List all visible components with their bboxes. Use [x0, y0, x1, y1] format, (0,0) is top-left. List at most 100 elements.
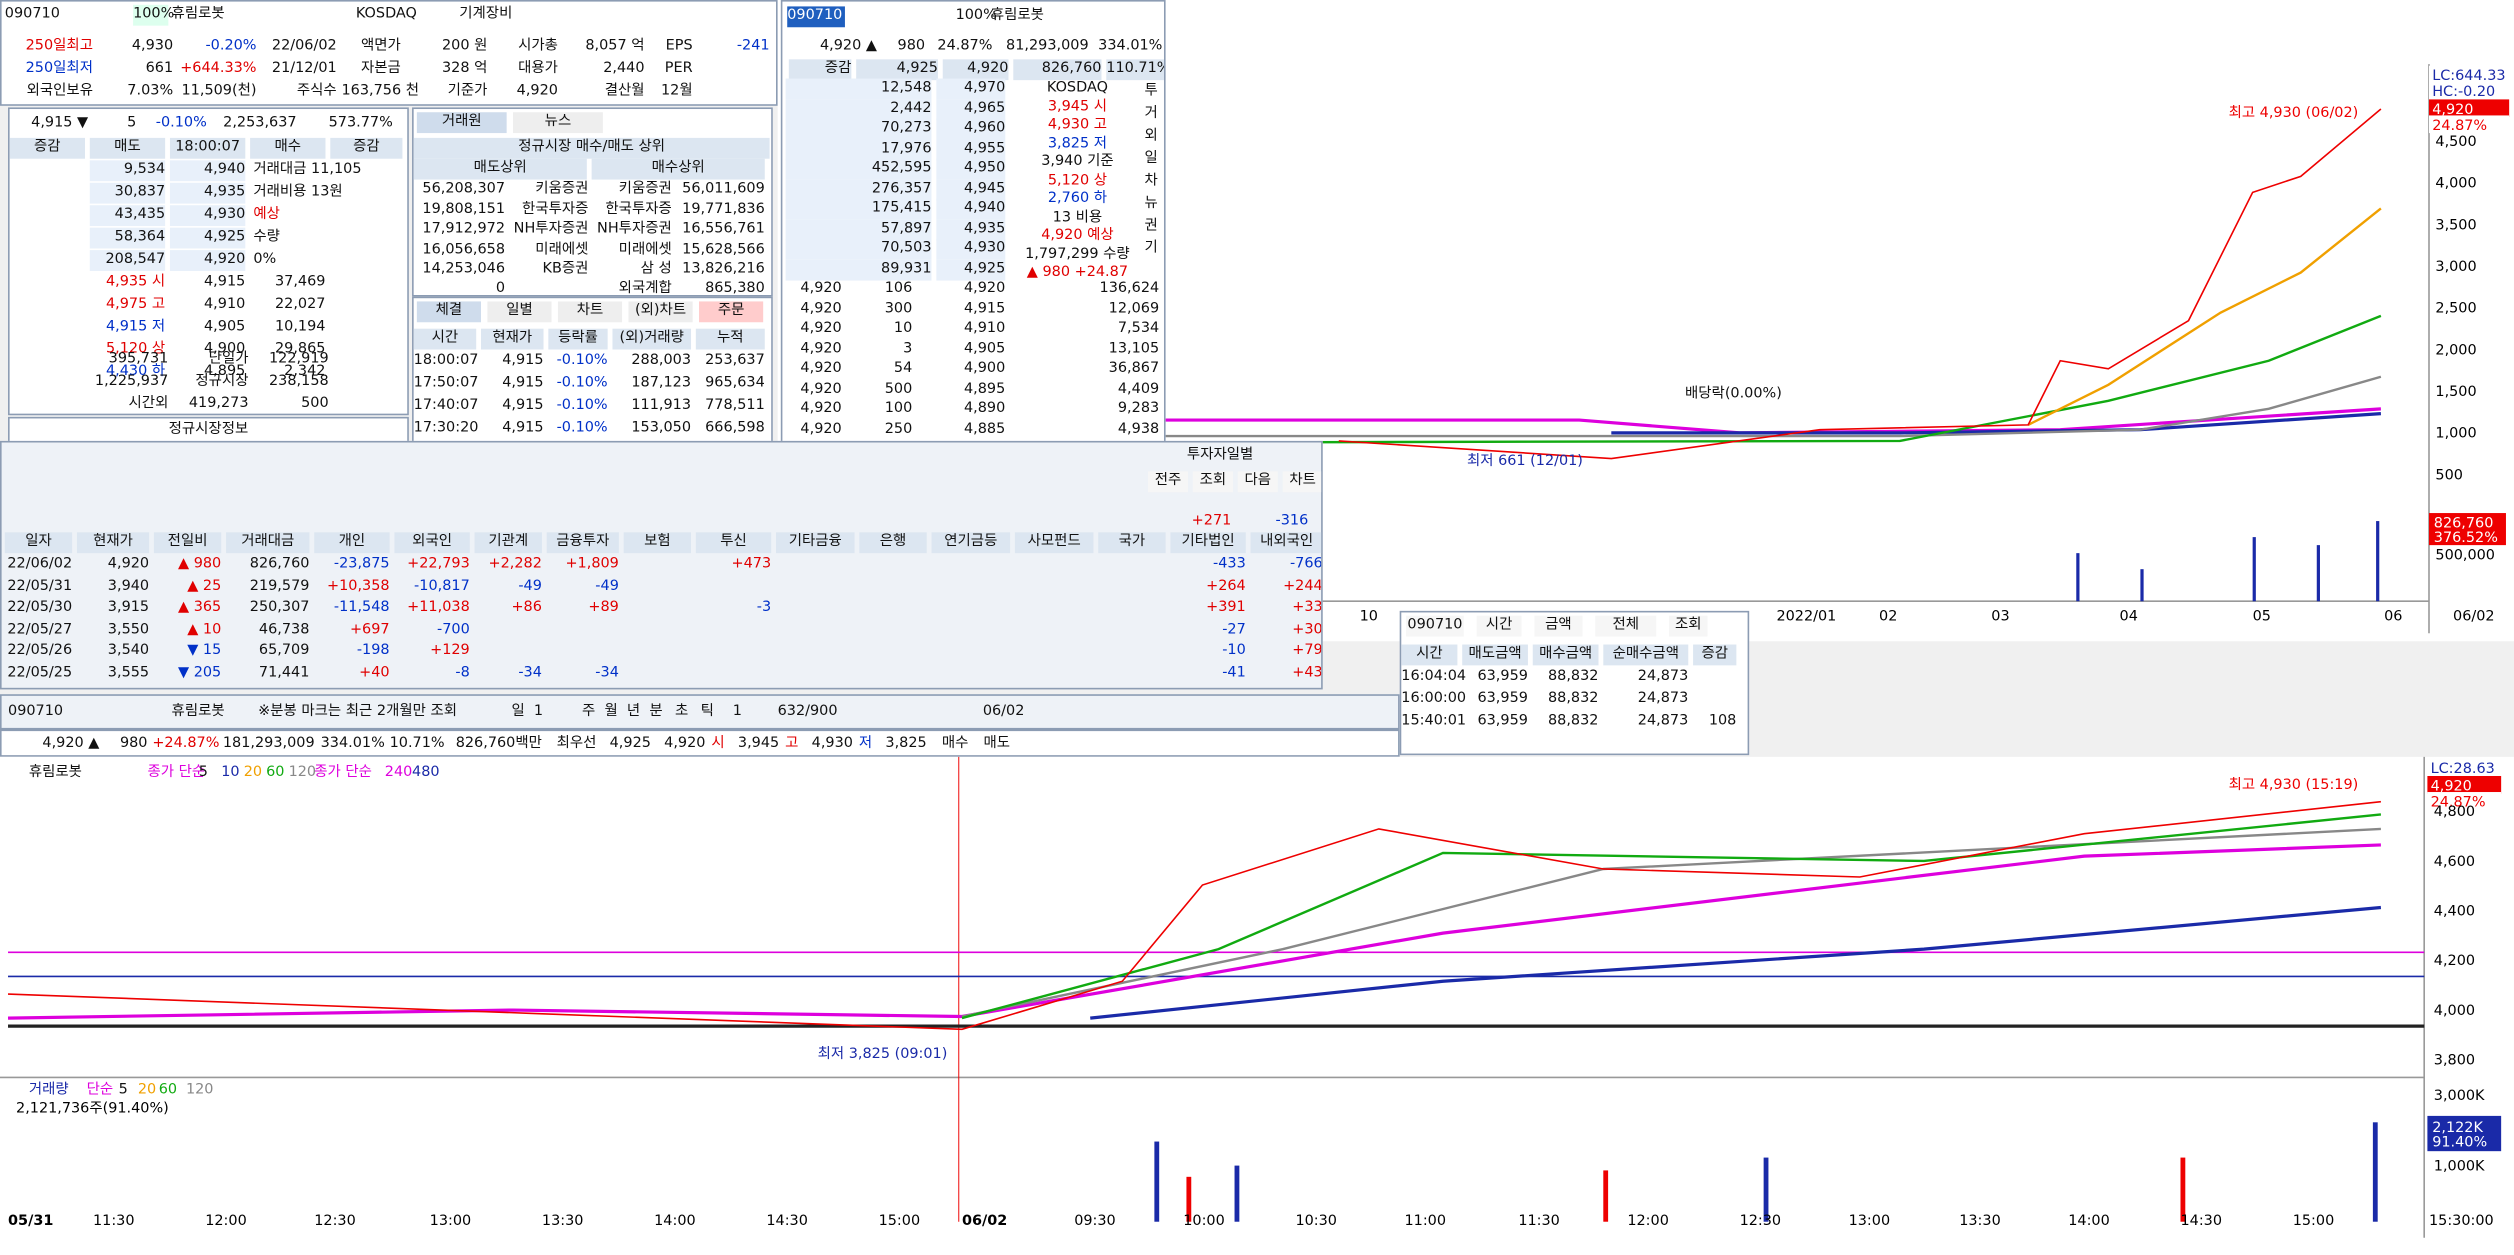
investor-cell: +86 — [511, 599, 542, 616]
side-tab[interactable]: 거 — [1144, 105, 1158, 122]
book-side: 5,120 상 — [1047, 172, 1108, 189]
tab[interactable]: 거래원 — [416, 112, 507, 134]
price-label: 4,920 — [2431, 778, 2472, 794]
vol-legend: 거래량 — [29, 1080, 69, 1097]
control[interactable]: 090710 — [1406, 615, 1464, 637]
investor-col: 국가 — [1098, 532, 1166, 554]
price-label: HC:-0.20 — [2432, 84, 2495, 100]
investor-col: 사모펀드 — [1014, 532, 1094, 554]
control[interactable]: 전체 — [1595, 615, 1657, 637]
side-tab[interactable]: 투 — [1144, 83, 1158, 100]
price-cell: 저 — [858, 735, 873, 752]
toolbar-item[interactable]: 분 — [649, 703, 663, 720]
bid: 4,885 — [963, 420, 1006, 437]
toolbar-item[interactable]: 틱 — [700, 703, 714, 720]
trade-cell: -0.10% — [556, 420, 608, 437]
book-sub: 4,920 — [942, 59, 1009, 81]
time-cell: 108 — [1708, 713, 1737, 730]
toolbar-item[interactable]: 06/02 — [982, 703, 1025, 720]
book-total: 395,731 — [108, 351, 169, 368]
tab[interactable]: 투자자일별 — [1186, 447, 1254, 464]
price-cell: 매도 — [983, 735, 1011, 752]
investor-top: +271 — [1191, 513, 1232, 530]
bid: 4,910 — [203, 296, 246, 313]
price-label: 24.87% — [2432, 118, 2487, 134]
toolbar-item[interactable]: 년 — [626, 703, 641, 720]
investor-col: 현재가 — [76, 532, 150, 554]
broker-total: 865,380 — [705, 280, 765, 297]
button[interactable]: 조회 — [1192, 471, 1233, 493]
price-cell: 181,293,009 — [222, 735, 315, 752]
quote-cell: 기준가 — [447, 83, 488, 100]
book-total: 시간외 — [128, 396, 169, 413]
investor-cell: +2,282 — [488, 556, 542, 573]
tab[interactable]: 일별 — [487, 301, 552, 323]
legend-item: 휴림로봇 — [29, 763, 82, 780]
tab[interactable]: (외)차트 — [628, 301, 693, 323]
price-cell: 826,760백만 — [455, 735, 542, 752]
control[interactable]: 시간 — [1476, 615, 1522, 637]
legend-item: 20 — [244, 764, 262, 780]
quote-cell: 2,440 — [603, 60, 645, 77]
side-tab[interactable]: 일 — [1144, 150, 1158, 167]
side-tab[interactable]: 권 — [1144, 218, 1158, 235]
control[interactable]: 조회 — [1669, 615, 1708, 637]
time-cell: 88,832 — [1547, 668, 1599, 685]
vol-legend: 120 — [186, 1081, 214, 1097]
side-tab[interactable]: 기 — [1144, 240, 1158, 257]
vol-label: 2,122K — [2432, 1120, 2483, 1136]
price-cell: 시 — [711, 735, 725, 752]
x-tick-label: 11:00 — [1404, 1213, 1446, 1229]
x-tick-label: 10:30 — [1295, 1213, 1337, 1229]
broker-cell: 키움증권 — [618, 181, 672, 198]
investor-cell: -700 — [436, 621, 470, 638]
side-tab[interactable]: 뉴 — [1144, 195, 1158, 212]
stock-code[interactable]: 090710 — [4, 4, 69, 26]
toolbar-item[interactable]: 632/900 — [777, 703, 838, 720]
toolbar-item[interactable]: 일 — [511, 703, 525, 720]
side-tab[interactable]: 외 — [1144, 128, 1158, 145]
investor-cell: 22/05/27 — [7, 621, 73, 638]
button[interactable]: 다음 — [1237, 471, 1278, 493]
control[interactable]: 금액 — [1534, 615, 1583, 637]
button[interactable]: 전주 — [1147, 471, 1189, 493]
broker-cell: 미래에셋 — [618, 241, 672, 258]
bid: 4,920 — [800, 320, 842, 337]
button[interactable]: 차트 — [1282, 471, 1322, 493]
tab[interactable]: 뉴스 — [513, 112, 603, 134]
label-bg — [2428, 81, 2510, 100]
tab[interactable]: 주문 — [699, 301, 764, 323]
label-bg — [2428, 65, 2510, 84]
toolbar-item[interactable]: 초 — [674, 703, 689, 720]
quote-cell: PER — [664, 60, 693, 77]
toolbar-item[interactable]: 1 — [533, 703, 544, 720]
price-cell: 고 — [785, 735, 799, 752]
y-tick-label: 3,000 — [2435, 259, 2476, 275]
side-tab[interactable]: 차 — [1144, 173, 1158, 190]
toolbar-item[interactable]: 주 — [581, 703, 596, 720]
tab[interactable]: 체결 — [416, 301, 481, 323]
quote-cell: 액면가 — [360, 38, 401, 55]
price-cell: 4,930 — [811, 735, 853, 752]
ask: 4,945 — [936, 178, 1006, 200]
book-total: 238,158 — [269, 373, 329, 390]
investor-cell: ▲ 25 — [187, 577, 222, 595]
y-tick-label: 4,000 — [2435, 176, 2476, 192]
price-cell: 4,920 ▲ — [42, 735, 100, 752]
bid: 4,920 — [800, 380, 842, 397]
y-tick-label: 4,000 — [2434, 1003, 2475, 1019]
ask: 43,435 — [89, 205, 166, 227]
trade-cell: -0.10% — [556, 397, 608, 414]
investor-cell: 22/05/25 — [7, 664, 73, 681]
x-tick-label: 13:00 — [430, 1213, 472, 1229]
price-cell: +24.87% — [152, 735, 220, 752]
investor-col: 전일비 — [153, 532, 222, 554]
tab[interactable]: 차트 — [557, 301, 623, 323]
trade-cell: 18:00:07 — [413, 352, 479, 369]
price-cell: 334.01% — [320, 735, 385, 752]
x-tick-label: 10 — [1360, 608, 1378, 624]
time-table: 090710 시간 금액 전체 조회 시간 매도금액 매수금액 순매수금액 증감 16:04:04 6… — [1399, 610, 1750, 756]
stock-code[interactable]: 090710 — [787, 6, 845, 28]
toolbar-item[interactable]: 월 — [604, 703, 618, 720]
toolbar-item[interactable]: 1 — [732, 703, 742, 720]
